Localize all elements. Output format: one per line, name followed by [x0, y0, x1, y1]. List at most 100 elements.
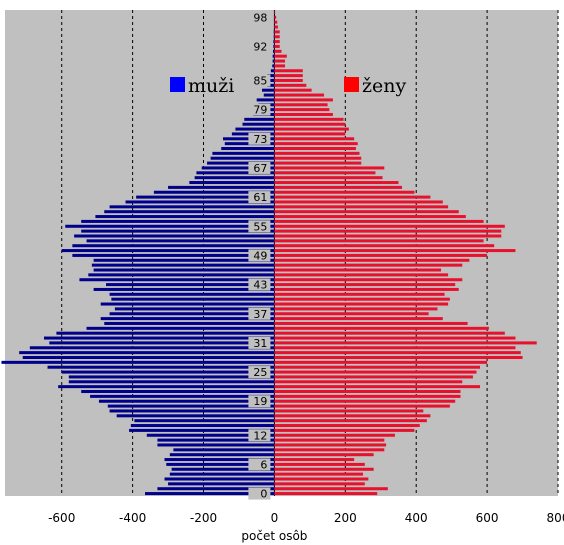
bar-male: [272, 49, 275, 53]
bar-female: [274, 375, 473, 379]
bar-female: [274, 40, 280, 44]
bar-male: [210, 156, 275, 160]
x-tick-label: 400: [405, 511, 428, 525]
bar-male: [136, 195, 275, 199]
bar-female: [274, 453, 374, 457]
bar-male: [86, 239, 275, 243]
bar-male: [157, 487, 275, 491]
bar-female: [274, 78, 303, 82]
age-label-background: [248, 191, 271, 204]
bar-male: [171, 467, 275, 471]
bar-female: [274, 462, 365, 466]
bar-female: [274, 219, 484, 223]
x-tick-label: -600: [48, 511, 75, 525]
bar-male: [93, 258, 275, 262]
bar-male: [47, 365, 275, 369]
x-tick-label: -200: [190, 511, 217, 525]
bar-female: [274, 171, 376, 175]
bar-female: [274, 108, 330, 112]
bar-female: [274, 249, 516, 253]
bar-female: [274, 147, 356, 151]
bar-female: [274, 10, 276, 14]
age-label-background: [248, 132, 271, 145]
age-label-background: [248, 458, 271, 471]
bar-female: [274, 98, 333, 102]
bar-male: [109, 292, 275, 296]
bar-male: [81, 219, 275, 223]
age-label-background: [248, 249, 271, 262]
bar-female: [274, 268, 442, 272]
bar-male: [273, 40, 275, 44]
bar-female: [274, 487, 388, 491]
age-tick-label: 92: [253, 40, 267, 53]
bar-male: [104, 210, 275, 214]
bar-male: [93, 287, 275, 291]
bar-male: [235, 127, 275, 131]
bar-female: [274, 127, 349, 131]
bar-male: [207, 161, 275, 165]
bar-male: [196, 171, 275, 175]
bar-male: [201, 166, 275, 170]
bar-female: [274, 341, 537, 345]
bar-female: [274, 458, 355, 462]
bar-female: [274, 424, 420, 428]
age-label-background: [248, 278, 271, 291]
bar-female: [274, 205, 449, 209]
age-tick-label: 25: [253, 366, 267, 379]
bar-female: [274, 234, 502, 238]
bar-female: [274, 15, 277, 19]
age-tick-label: 19: [253, 395, 267, 408]
bar-female: [274, 336, 516, 340]
bar-female: [274, 151, 360, 155]
bar-male: [221, 147, 275, 151]
age-tick-label: 67: [253, 162, 267, 175]
bar-male: [100, 317, 275, 321]
age-label-background: [248, 307, 271, 320]
bar-female: [274, 49, 282, 53]
bar-male: [256, 98, 275, 102]
bar-female: [274, 409, 424, 413]
bar-male: [269, 78, 275, 82]
bar-female: [274, 351, 521, 355]
bar-male: [91, 263, 275, 267]
bar-female: [274, 433, 395, 437]
bar-female: [274, 176, 383, 180]
age-tick-label: 12: [253, 429, 267, 442]
x-tick-label: 0: [271, 511, 279, 525]
legend-label-male: muži: [188, 75, 234, 97]
bar-female: [274, 360, 488, 364]
age-label-background: [248, 429, 271, 442]
bar-male: [111, 297, 275, 301]
bar-female: [274, 307, 438, 311]
bar-female: [274, 443, 387, 447]
bar-female: [274, 404, 450, 408]
age-tick-labels: 0 6 12 19 25 31 37 43 49 55 61 67 73 79 85 92 98: [248, 11, 271, 501]
bar-male: [43, 336, 275, 340]
bar-male: [98, 399, 275, 403]
bar-male: [125, 200, 275, 204]
bar-female: [274, 283, 456, 287]
legend-swatch-female: [344, 77, 359, 92]
bar-male: [79, 278, 275, 282]
age-label-background: [248, 11, 271, 24]
bar-female: [274, 399, 456, 403]
bar-female: [274, 25, 278, 29]
age-tick-label: 55: [253, 220, 267, 233]
bar-male: [189, 181, 275, 185]
legend-label-female: ženy: [362, 75, 406, 97]
bar-female: [274, 195, 431, 199]
bar-female: [274, 132, 346, 136]
bar-male: [100, 302, 275, 306]
bar-male: [129, 428, 275, 432]
bar-male: [61, 249, 275, 253]
bar-female: [274, 93, 325, 97]
bar-male: [68, 375, 275, 379]
bar-male: [168, 482, 275, 486]
bar-female: [274, 112, 333, 116]
female-bars: [274, 10, 537, 496]
age-label-background: [248, 395, 271, 408]
bar-female: [274, 331, 505, 335]
bar-male: [169, 472, 275, 476]
bar-male: [61, 370, 275, 374]
age-label-background: [248, 366, 271, 379]
